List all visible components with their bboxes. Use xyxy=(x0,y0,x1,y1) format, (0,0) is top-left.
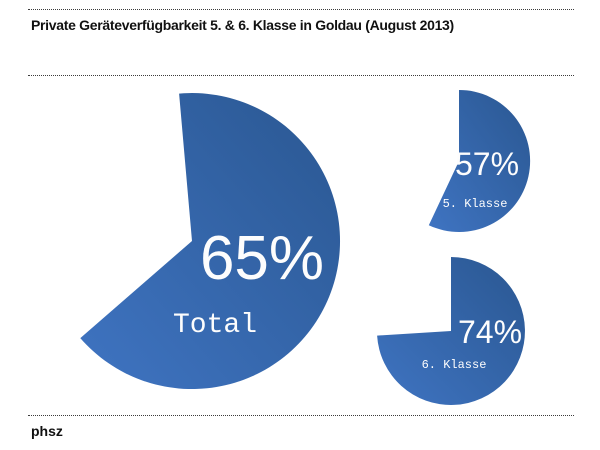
divider-top xyxy=(28,9,574,10)
pie-name-6-klasse: 6. Klasse xyxy=(421,358,487,372)
pie-name-total: Total xyxy=(172,310,258,341)
pie-value-6-klasse: 74% xyxy=(457,314,523,350)
pie-value-total: 65% xyxy=(199,224,325,293)
pie-slice-total xyxy=(80,93,341,390)
pie-slice-6-klasse xyxy=(377,257,525,405)
divider-header xyxy=(28,75,574,76)
pie-name-5-klasse: 5. Klasse xyxy=(442,197,508,211)
pie-value-5-klasse: 57% xyxy=(454,146,520,182)
divider-bottom xyxy=(28,415,574,416)
chart-title: Private Geräteverfügbarkeit 5. & 6. Klas… xyxy=(31,17,454,33)
footer-logo: phsz xyxy=(31,423,63,439)
pie-slice-5-klasse xyxy=(428,89,531,232)
